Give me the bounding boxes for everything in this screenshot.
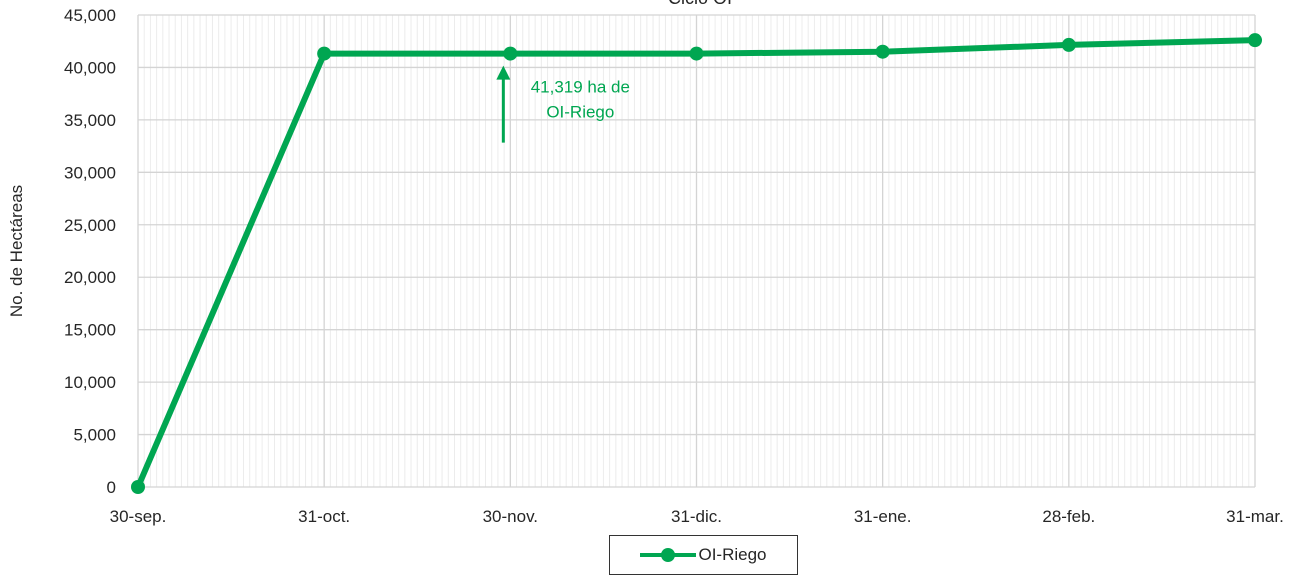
grid: [137, 14, 1256, 488]
y-tick-label: 45,000: [64, 6, 116, 25]
y-tick-label: 15,000: [64, 321, 116, 340]
y-tick-label: 10,000: [64, 373, 116, 392]
x-tick-label: 28-feb.: [1042, 507, 1095, 526]
annotation-text-line2: OI-Riego: [546, 103, 614, 122]
data-point: [689, 46, 704, 61]
legend-label: OI-Riego: [698, 545, 767, 564]
series: [131, 33, 1262, 494]
annotation: 41,319 ha de OI-Riego: [496, 65, 630, 143]
y-tick-label: 30,000: [64, 163, 116, 182]
y-tick-label: 20,000: [64, 268, 116, 287]
data-point: [1248, 33, 1262, 48]
y-tick-label: 25,000: [64, 216, 116, 235]
data-point: [131, 480, 145, 494]
data-point: [503, 46, 518, 61]
x-tick-label: 31-mar.: [1226, 507, 1284, 526]
y-axis-title: No. de Hectáreas: [7, 185, 26, 317]
data-point: [1061, 37, 1076, 52]
line-chart: 0 5,000 10,000 15,000 20,000 25,000 30,000 35,0…: [7, 0, 1284, 526]
x-tick-label: 30-nov.: [483, 507, 538, 526]
chart-title: Ciclo OI: [668, 0, 732, 8]
annotation-arrow-head: [496, 65, 511, 80]
y-tick-label: 35,000: [64, 111, 116, 130]
legend: OI-Riego: [609, 535, 798, 575]
x-tick-label: 30-sep.: [110, 507, 167, 526]
y-tick-label: 5,000: [73, 426, 116, 445]
y-tick-label: 0: [107, 478, 116, 497]
x-tick-label: 31-dic.: [671, 507, 722, 526]
axes: 0 5,000 10,000 15,000 20,000 25,000 30,000 35,0…: [64, 6, 1284, 526]
data-point: [875, 44, 890, 59]
x-tick-label: 31-ene.: [854, 507, 912, 526]
legend-marker: [640, 545, 697, 565]
annotation-text-line1: 41,319 ha de: [531, 78, 630, 97]
data-point: [317, 46, 332, 61]
y-tick-label: 40,000: [64, 58, 116, 77]
x-tick-label: 31-oct.: [298, 507, 350, 526]
